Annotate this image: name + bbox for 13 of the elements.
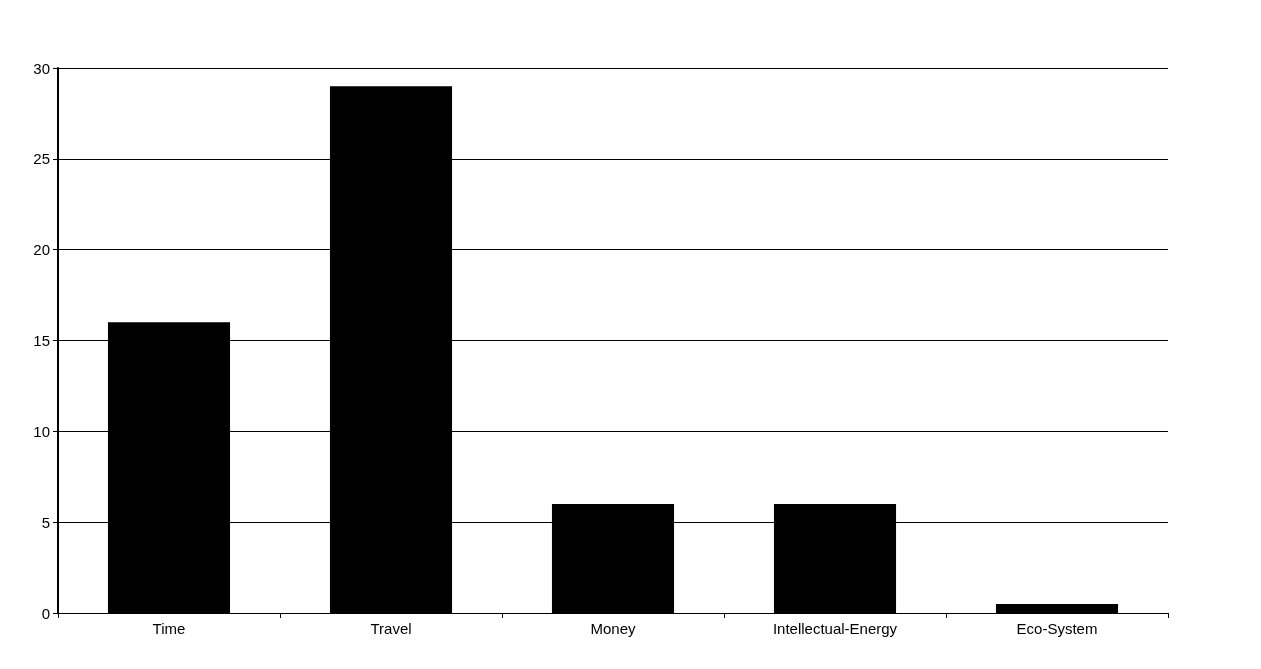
x-tick-label: Travel (370, 620, 412, 637)
y-tick-label: 30 (33, 59, 50, 77)
y-tick-label: 20 (33, 241, 50, 259)
x-tick-label: Eco-System (1016, 620, 1098, 637)
x-tick-label: Intellectual-Energy (772, 620, 898, 637)
y-tick-label: 0 (41, 604, 50, 622)
y-tick-label: 5 (41, 513, 50, 531)
bar (995, 603, 1119, 613)
y-tick-label: 15 (33, 332, 50, 349)
y-tick-label: 25 (33, 150, 50, 168)
y-tick-label: 10 (33, 422, 50, 440)
x-tick-label: Money (590, 620, 637, 637)
x-tick-label: Time (152, 620, 186, 637)
